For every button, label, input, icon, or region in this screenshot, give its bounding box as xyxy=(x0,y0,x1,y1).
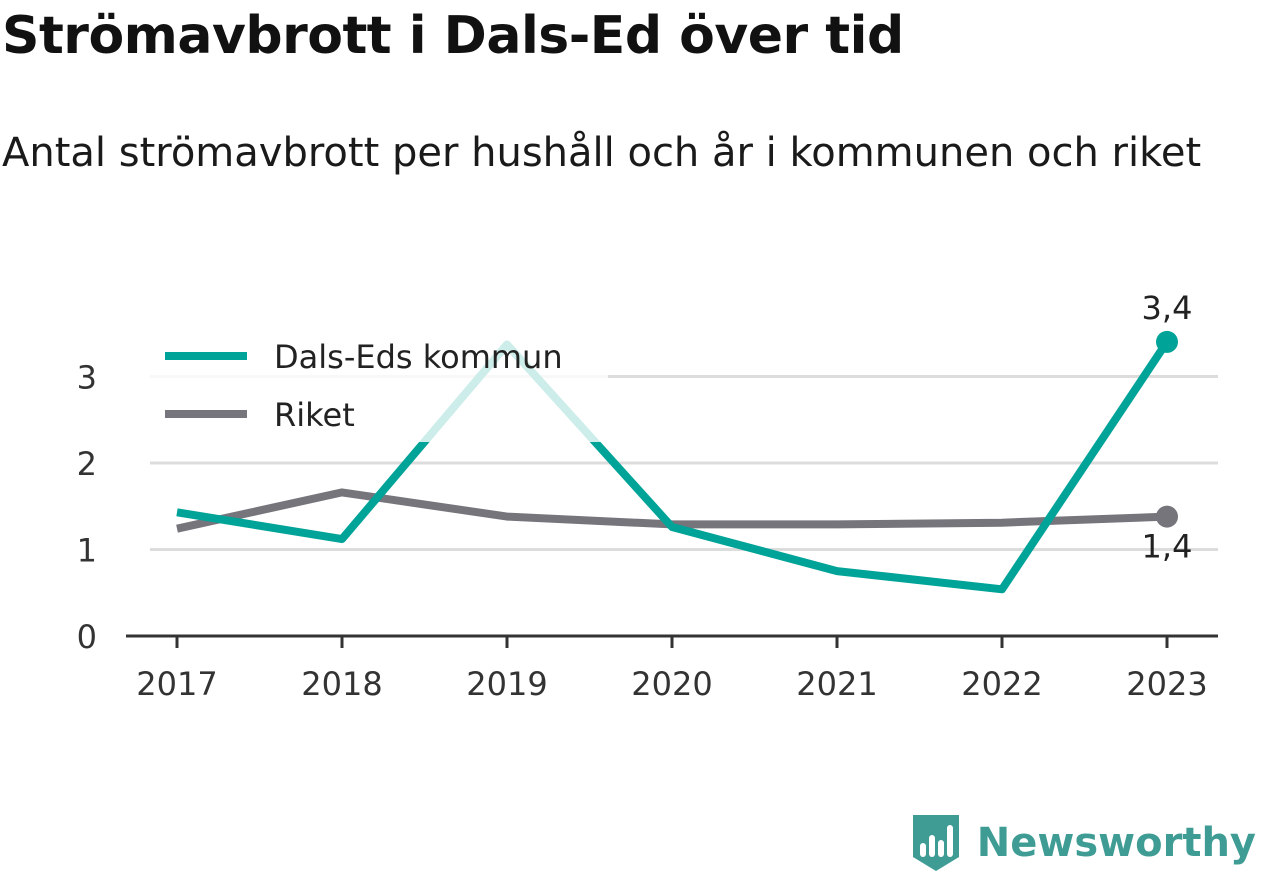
x-tick-label: 2021 xyxy=(796,665,877,703)
y-tick-label: 1 xyxy=(77,532,97,570)
end-value-label: 3,4 xyxy=(1142,289,1193,327)
y-tick-label: 0 xyxy=(77,618,97,656)
x-tick-label: 2023 xyxy=(1126,665,1207,703)
legend-background xyxy=(150,330,608,442)
legend: Dals-Eds kommun Riket xyxy=(150,330,608,442)
legend-label: Riket xyxy=(274,396,355,434)
x-tick-label: 2017 xyxy=(136,665,217,703)
newsworthy-logo-icon xyxy=(912,815,959,871)
legend-label: Dals-Eds kommun xyxy=(274,338,563,376)
x-tick-label: 2019 xyxy=(466,665,547,703)
series-end-point-1 xyxy=(1156,505,1178,528)
axes: 0 1 2 3 2017 2018 2019 2020 2021 2022 2023 xyxy=(77,359,1218,703)
x-tick-label: 2018 xyxy=(301,665,382,703)
chart-title: Strömavbrott i Dals-Ed över tid xyxy=(2,6,904,66)
x-tick-label: 2020 xyxy=(631,665,712,703)
brand-name: Newsworthy xyxy=(976,820,1256,866)
brand-logo: Newsworthy xyxy=(911,813,1256,873)
end-labels: 3,4 1,4 xyxy=(1142,289,1193,566)
series-lines xyxy=(176,330,1178,594)
y-tick-label: 2 xyxy=(77,445,97,483)
y-tick-label: 3 xyxy=(77,359,97,397)
x-tick-label: 2022 xyxy=(961,665,1042,703)
end-value-label: 1,4 xyxy=(1142,528,1193,566)
chart-subtitle: Antal strömavbrott per hushåll och år i … xyxy=(2,130,1202,176)
series-end-point-0 xyxy=(1156,330,1178,353)
series-line-0 xyxy=(176,339,1171,594)
